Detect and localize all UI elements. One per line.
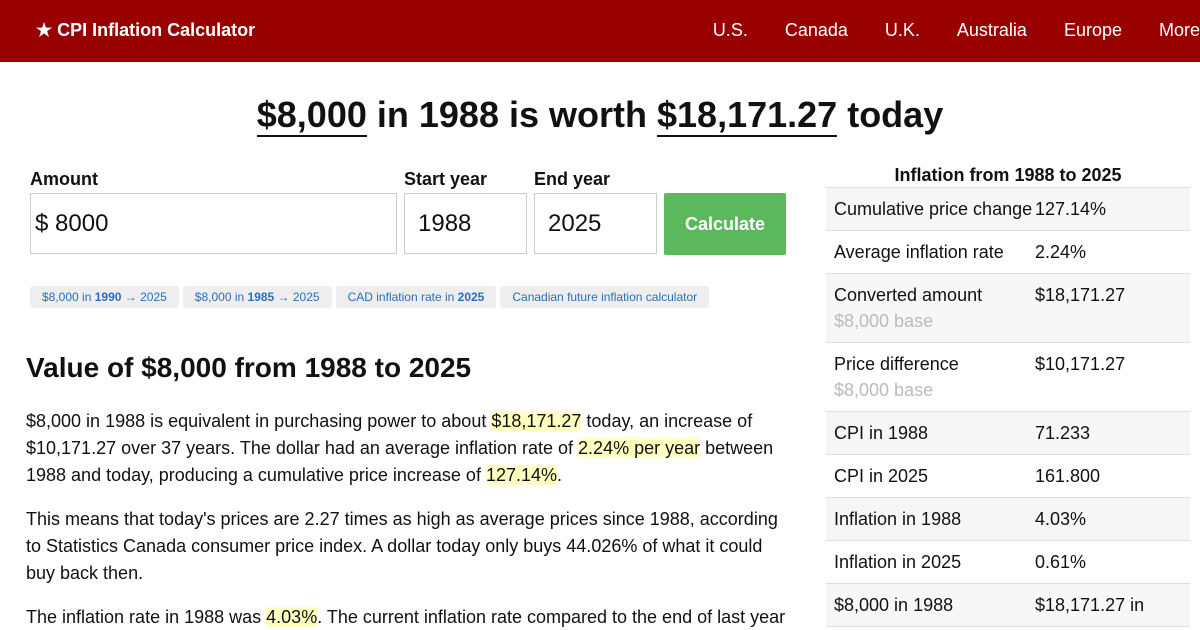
section-heading: Value of $8,000 from 1988 to 2025: [26, 352, 472, 383]
table-row: Converted amount $8,000 base $18,171.27: [826, 274, 1190, 343]
chip[interactable]: Canadian future inflation calculator: [500, 286, 710, 308]
end-label: End year: [534, 169, 611, 189]
chip[interactable]: CAD inflation rate in 2025: [335, 286, 497, 308]
headline-text: in 1988 is worth: [376, 94, 647, 135]
text: . The current inflation rate compared to…: [317, 607, 786, 627]
row-label-cell: Price difference $8,000 base: [834, 351, 1035, 403]
text: between 1988 and today, producing a cumu…: [26, 438, 774, 485]
chip-text: $8,000 in: [42, 290, 95, 304]
text: .: [557, 465, 563, 485]
row-note: $8,000 base: [834, 311, 934, 331]
paragraph: The inflation rate in 1988 was 4.03%. Th…: [26, 604, 796, 630]
sidebar-title: Inflation from 1988 to 2025: [826, 162, 1190, 188]
brand[interactable]: ★ CPI Inflation Calculator: [36, 20, 256, 40]
paragraph: $8,000 in 1988 is equivalent in purchasi…: [26, 408, 796, 489]
table-row: CPI in 2025 161.800: [826, 455, 1190, 498]
row-label: CPI in 2025: [834, 466, 929, 486]
row-label: Average inflation rate: [834, 242, 1004, 262]
end-input[interactable]: 2025: [534, 193, 657, 254]
paragraph: This means that today's prices are 2.27 …: [26, 506, 796, 587]
headline: $8,000 in 1988 is worth $18,171.27 today: [0, 94, 1200, 137]
highlight: 2.24% per year: [578, 438, 701, 458]
headline-amount: $8,000: [256, 94, 367, 137]
amount-label: Amount: [30, 169, 98, 189]
chip[interactable]: $8,000 in 1985 → 2025: [182, 286, 332, 308]
chip-text: → 2025: [121, 290, 167, 304]
table-row: $8,000 in 1988 $18,171.27 in: [826, 584, 1190, 627]
chip-text: CAD inflation rate in: [347, 290, 458, 304]
chip[interactable]: $8,000 in 1990 → 2025: [30, 286, 179, 308]
currency: $: [35, 210, 49, 237]
row-value: 4.03%: [1035, 509, 1087, 529]
headline-result: $18,171.27: [657, 94, 838, 137]
table-row: Cumulative price change 127.14%: [826, 188, 1190, 231]
chip-text: Canadian future inflation calculator: [512, 290, 698, 304]
row-value: 2.24%: [1035, 242, 1087, 262]
nav-link[interactable]: More: [1158, 20, 1200, 40]
nav-links: U.S. Canada U.K. Australia Europe More: [676, 20, 1200, 41]
row-label: Converted amount: [834, 285, 983, 305]
sidebar: Inflation from 1988 to 2025 Cumulative p…: [826, 162, 1190, 627]
table-row: Inflation in 2025 0.61%: [826, 541, 1190, 584]
nav-link[interactable]: Europe: [1063, 20, 1122, 40]
highlight: $18,171.27: [491, 411, 582, 431]
row-label-cell: Converted amount $8,000 base: [834, 282, 1035, 334]
headline-text: today: [847, 94, 944, 135]
row-label: Inflation in 2025: [834, 552, 962, 572]
text: The inflation rate in 1988 was: [26, 607, 267, 627]
row-value: 0.61%: [1035, 552, 1087, 572]
table-row: Inflation in 1988 4.03%: [826, 498, 1190, 541]
nav-link[interactable]: Australia: [956, 20, 1027, 40]
row-value: $18,171.27: [1035, 285, 1126, 305]
highlight: 4.03%: [266, 607, 318, 627]
row-value: $18,171.27 in: [1035, 595, 1145, 615]
row-label: Inflation in 1988: [834, 509, 962, 529]
row-label: CPI in 1988: [834, 423, 929, 443]
nav-link[interactable]: U.S.: [712, 20, 748, 40]
row-label-cell: Cumulative price change: [834, 196, 1035, 222]
row-label-cell: CPI in 1988: [834, 420, 1035, 446]
chip-text: 2025: [457, 290, 485, 304]
chip-text: $8,000 in: [194, 290, 248, 304]
table-row: Price difference $8,000 base $10,171.27: [826, 343, 1190, 412]
text: $8,000 in 1988 is equivalent in purchasi…: [26, 411, 492, 431]
row-label-cell: Inflation in 2025: [834, 549, 1035, 575]
article: Value of $8,000 from 1988 to 2025 $8,000…: [26, 352, 796, 630]
amount-value: 8000: [55, 210, 109, 237]
row-label-cell: CPI in 2025: [834, 463, 1035, 489]
text: today, an increase of $10,171.27 over 37…: [26, 411, 753, 458]
table-row: CPI in 1988 71.233: [826, 412, 1190, 455]
start-input[interactable]: 1988: [404, 193, 527, 254]
row-label: Cumulative price change: [834, 199, 1033, 219]
chip-text: 1985: [247, 290, 275, 304]
amount-input[interactable]: $ 8000: [30, 193, 397, 254]
row-label: $8,000 in 1988: [834, 595, 954, 615]
nav-link[interactable]: U.K.: [884, 20, 920, 40]
start-label: Start year: [404, 169, 488, 189]
row-label: Price difference: [834, 354, 959, 374]
chips: $8,000 in 1990 → 2025 $8,000 in 1985 → 20…: [30, 286, 713, 308]
table-row: Average inflation rate 2.24%: [826, 231, 1190, 274]
chip-text: → 2025: [274, 290, 320, 304]
chip-text: 1990: [94, 290, 122, 304]
nav-link[interactable]: Canada: [784, 20, 848, 40]
row-value: $10,171.27: [1035, 354, 1126, 374]
row-value: 161.800: [1035, 466, 1101, 486]
text: This means that today's prices are 2.27 …: [26, 509, 778, 583]
nav-bar: ★ CPI Inflation Calculator U.S. Canada U.K…: [0, 0, 1200, 62]
row-note: $8,000 base: [834, 380, 934, 400]
row-label-cell: Inflation in 1988: [834, 506, 1035, 532]
row-value: 71.233: [1035, 423, 1091, 443]
row-label-cell: Average inflation rate: [834, 239, 1035, 265]
row-label-cell: $8,000 in 1988: [834, 592, 1035, 618]
sidebar-table: Cumulative price change 127.14% Average in…: [826, 188, 1190, 627]
calculate-button[interactable]: Calculate: [664, 193, 786, 255]
highlight: 127.14%: [485, 465, 558, 485]
row-value: 127.14%: [1035, 199, 1107, 219]
